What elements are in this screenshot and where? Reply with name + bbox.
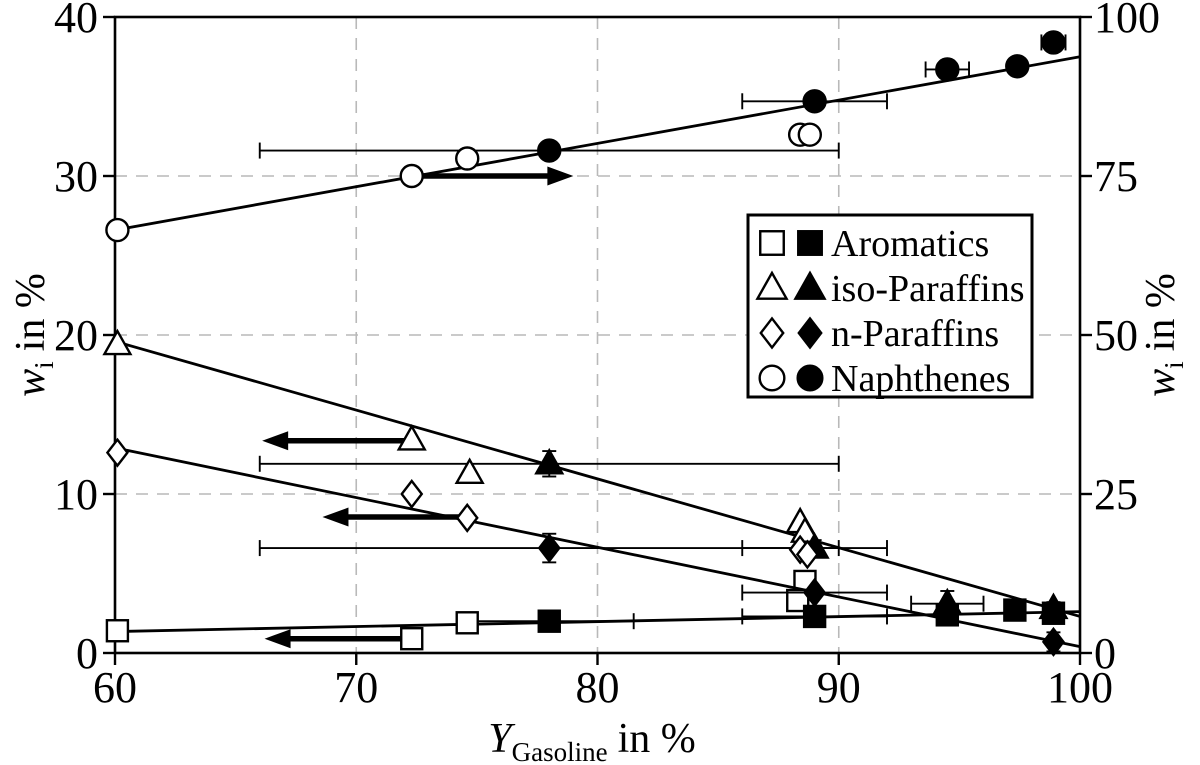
y-left-axis-title-variable: w <box>8 369 54 397</box>
series-n-paraffins <box>105 437 1081 657</box>
open-diamond-point <box>400 479 424 509</box>
legend-label: n-Paraffins <box>831 313 999 355</box>
x-axis-title-subscript: Gasoline <box>512 737 608 765</box>
legend-label: Naphthenes <box>831 358 1010 400</box>
filled-circle-point <box>537 138 562 163</box>
open-triangle-point <box>102 328 133 356</box>
legend-item-iso-paraffins: iso-Paraffins <box>755 268 1025 310</box>
y-left-axis-title-subscript: i <box>29 361 59 369</box>
filled-square-point <box>1003 598 1027 622</box>
series-naphthenes <box>105 30 1081 243</box>
x-axis-title-unit: in % <box>618 716 696 762</box>
legend-item-aromatics: Aromatics <box>759 223 989 265</box>
legend-open-circle-icon <box>758 364 786 392</box>
legend-label: iso-Paraffins <box>831 268 1025 310</box>
y-right-tick-label: 25 <box>1094 470 1138 519</box>
y-right-tick-label: 100 <box>1094 0 1160 42</box>
arrow-head <box>322 507 349 527</box>
legend-open-triangle-icon <box>755 270 789 300</box>
filled-square-point <box>537 609 561 633</box>
filled-circle-point <box>802 89 827 114</box>
trend-line <box>114 55 1081 232</box>
y-right-axis-title-unit: in % <box>1138 273 1184 351</box>
y-right-tick-label: 50 <box>1094 311 1138 360</box>
y-left-tick-label: 20 <box>54 311 98 360</box>
trend-line <box>114 340 1081 618</box>
open-square-point <box>105 619 130 643</box>
open-triangle-point <box>396 424 427 451</box>
filled-diamond-point <box>537 533 561 564</box>
legend-filled-triangle-icon <box>793 270 827 300</box>
open-circle-point <box>399 163 424 189</box>
x-tick-label: 60 <box>93 663 137 712</box>
open-circle-point <box>455 146 480 171</box>
filled-diamond-point <box>1041 626 1065 657</box>
filled-triangle-point <box>534 447 565 475</box>
filled-circle-point <box>1005 54 1030 79</box>
open-diamond-point <box>105 437 129 468</box>
y-left-axis-title: wi in % <box>8 273 59 397</box>
arrow-head <box>264 629 291 649</box>
legend: Aromaticsiso-Paraffinsn-ParaffinsNaphthe… <box>746 213 1034 400</box>
legend-item-n-paraffins: n-Paraffins <box>759 313 999 355</box>
y-left-tick-label: 30 <box>54 152 98 201</box>
filled-circle-point <box>1041 30 1066 55</box>
tick-marks <box>103 15 1092 665</box>
legend-filled-circle-icon <box>796 364 824 392</box>
open-diamond-point <box>455 502 479 533</box>
y-right-axis-title-variable: w <box>1138 369 1184 397</box>
y-left-axis-title-unit: in % <box>8 273 54 351</box>
legend-open-square-icon <box>759 230 785 256</box>
legend-filled-square-icon <box>797 230 823 256</box>
open-triangle-point <box>454 457 485 485</box>
y-left-tick-label: 40 <box>54 0 98 42</box>
legend-label: Aromatics <box>831 223 989 265</box>
filled-triangle-point <box>1038 592 1069 620</box>
open-circle-point <box>797 122 822 147</box>
series-aromatics <box>105 569 1081 651</box>
y-left-tick-label: 10 <box>54 470 98 519</box>
legend-open-diamond-icon <box>759 316 785 350</box>
y-right-axis-title: wi in % <box>1138 273 1189 397</box>
series-iso-paraffins <box>102 328 1081 620</box>
legend-box <box>746 213 1034 399</box>
filled-circle-point <box>935 57 960 82</box>
y-right-tick-label: 0 <box>1094 629 1116 678</box>
open-circle-point <box>105 217 130 243</box>
arrow-head <box>547 166 574 186</box>
y-right-axis-title-subscript: i <box>1159 361 1189 369</box>
x-tick-label: 100 <box>1047 663 1113 712</box>
legend-item-naphthenes: Naphthenes <box>758 358 1010 400</box>
open-square-point <box>400 626 424 651</box>
filled-diamond-point <box>803 577 827 608</box>
x-tick-label: 70 <box>334 663 378 712</box>
x-axis-title-variable: Y <box>488 716 516 762</box>
y-left-tick-label: 0 <box>76 629 98 678</box>
x-tick-label: 90 <box>817 663 861 712</box>
open-square-point <box>455 611 479 635</box>
filled-triangle-point <box>932 587 963 615</box>
filled-square-point <box>802 604 827 629</box>
x-axis-title: YGasoline in % <box>488 716 696 765</box>
open-diamond-point <box>795 539 819 570</box>
y-right-tick-label: 75 <box>1094 152 1138 201</box>
legend-filled-diamond-icon <box>797 316 823 350</box>
x-tick-label: 80 <box>576 663 620 712</box>
arrow-head <box>262 431 289 451</box>
